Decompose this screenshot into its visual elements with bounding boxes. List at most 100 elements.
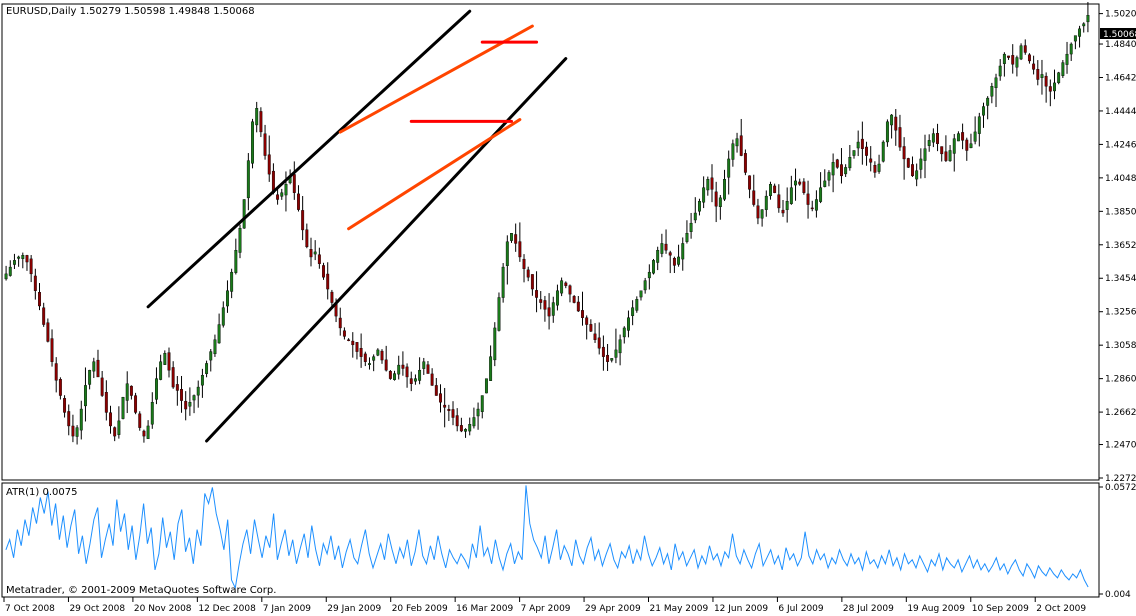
candle-body <box>668 252 672 256</box>
candle-body <box>965 139 969 151</box>
candle <box>827 170 831 187</box>
candle <box>305 223 309 249</box>
candle-body <box>1086 15 1090 23</box>
candle-body <box>505 241 509 266</box>
candle-body <box>727 158 731 178</box>
candle-body <box>714 191 718 207</box>
candle <box>635 296 639 313</box>
candle <box>890 114 894 139</box>
candle-body <box>155 378 158 400</box>
atr-label: ATR(1) 0.0075 <box>6 487 77 498</box>
candle-body <box>814 199 818 211</box>
candle <box>731 139 735 167</box>
candle-body <box>982 106 985 116</box>
candle-body <box>459 425 463 432</box>
candle <box>205 360 209 378</box>
candle-body <box>781 209 785 214</box>
candle <box>263 124 267 160</box>
candle-body <box>1040 74 1044 78</box>
candle <box>104 380 108 421</box>
trendline <box>347 118 522 231</box>
candle <box>372 354 376 372</box>
candle <box>1019 43 1023 61</box>
candle-body <box>911 164 914 177</box>
candle-body <box>1002 53 1006 64</box>
candle <box>125 371 129 414</box>
price-tick-label: 1.40480 <box>1105 174 1136 184</box>
candle-body <box>572 296 576 303</box>
candle <box>142 429 146 443</box>
candle <box>1032 55 1036 75</box>
candle <box>326 262 330 300</box>
candle <box>706 176 710 196</box>
candle <box>1048 79 1052 107</box>
candle-body <box>931 133 935 143</box>
candle-body <box>109 412 112 427</box>
candle-body <box>71 425 75 437</box>
candle-body <box>731 143 735 160</box>
candle <box>760 209 764 227</box>
candle <box>1015 55 1019 77</box>
candle-body <box>359 348 363 357</box>
candle-body <box>806 193 810 205</box>
candle <box>647 264 651 290</box>
candle <box>493 322 497 367</box>
candle <box>29 255 33 283</box>
candle <box>522 254 526 283</box>
candle-body <box>915 170 919 180</box>
trendline <box>338 24 534 134</box>
candle-body <box>852 150 856 156</box>
candle <box>869 146 873 172</box>
price-tick-label: 1.42460 <box>1105 140 1136 150</box>
candle <box>940 146 944 162</box>
candle-body <box>919 158 923 170</box>
candle-body <box>142 430 146 437</box>
candle-body <box>351 340 355 346</box>
time-tick-label: 29 Jan 2009 <box>327 604 381 614</box>
candle-body <box>660 243 664 254</box>
candle <box>885 119 889 147</box>
candle-body <box>810 207 814 210</box>
candle-body <box>464 429 468 432</box>
candle-body <box>990 86 994 97</box>
candle-body <box>322 265 325 278</box>
candle <box>109 405 112 434</box>
candle <box>100 370 104 397</box>
candle <box>982 102 985 128</box>
chart-header: EURUSD,Daily 1.50279 1.50598 1.49848 1.5… <box>6 6 255 17</box>
candle <box>931 128 935 148</box>
candle <box>773 183 777 194</box>
candle <box>54 357 58 393</box>
candle <box>986 96 990 120</box>
candle <box>175 375 179 406</box>
candle <box>434 377 438 396</box>
candle-body <box>885 121 889 143</box>
candle-body <box>873 164 877 173</box>
candle-body <box>184 400 188 410</box>
candle-body <box>539 299 543 303</box>
candle-body <box>956 133 960 142</box>
candle-body <box>188 402 192 407</box>
candle-body <box>881 141 885 162</box>
candle <box>902 137 906 180</box>
candle-body <box>961 132 965 141</box>
candle <box>1053 69 1056 100</box>
time-tick-label: 20 Nov 2008 <box>134 604 192 614</box>
candle <box>1023 39 1027 55</box>
candle-body <box>585 317 589 325</box>
candle <box>618 334 622 366</box>
candle-body <box>1011 55 1015 65</box>
candle-body <box>280 192 284 197</box>
price-tick-label: 1.26620 <box>1105 408 1136 418</box>
candle <box>459 417 463 433</box>
candle-body <box>368 363 371 365</box>
candle <box>685 220 689 244</box>
candle <box>447 404 451 422</box>
candle <box>672 256 676 274</box>
candle-body <box>497 297 501 331</box>
candle-body <box>338 317 342 329</box>
candle <box>689 212 693 239</box>
candle-body <box>221 307 225 326</box>
candle-body <box>205 363 209 374</box>
candle <box>146 420 150 439</box>
